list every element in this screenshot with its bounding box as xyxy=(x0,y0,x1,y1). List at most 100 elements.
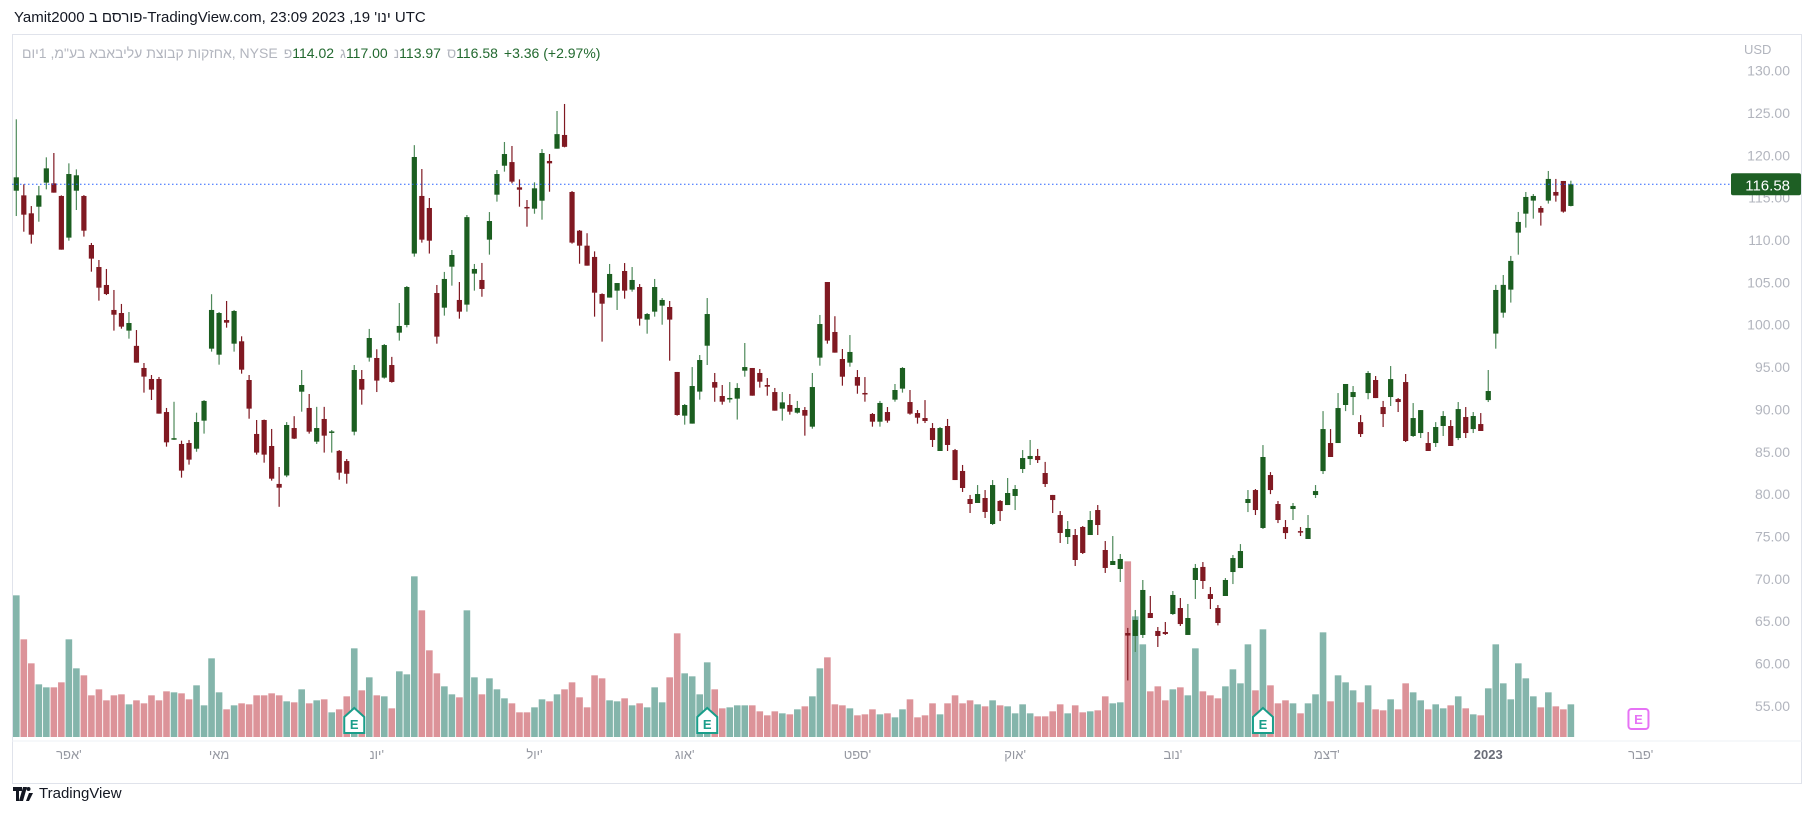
candle[interactable] xyxy=(1200,562,1206,589)
candle[interactable] xyxy=(344,459,350,484)
candle[interactable] xyxy=(1110,536,1116,565)
candle[interactable] xyxy=(396,303,402,341)
candle[interactable] xyxy=(306,393,312,434)
candle[interactable] xyxy=(967,494,973,513)
candle[interactable] xyxy=(359,370,365,405)
candle[interactable] xyxy=(21,184,27,232)
candle[interactable] xyxy=(877,400,883,427)
candle[interactable] xyxy=(944,418,951,451)
candle[interactable] xyxy=(952,448,958,481)
candle[interactable] xyxy=(1132,609,1138,652)
candle[interactable] xyxy=(974,485,981,503)
candle[interactable] xyxy=(591,251,598,317)
candle[interactable] xyxy=(1320,411,1326,475)
candle[interactable] xyxy=(501,142,508,172)
candle[interactable] xyxy=(652,278,658,317)
candle[interactable] xyxy=(1545,170,1551,204)
candle[interactable] xyxy=(546,154,553,192)
candle[interactable] xyxy=(351,365,357,436)
candle[interactable] xyxy=(126,311,132,339)
candle[interactable] xyxy=(1140,579,1146,639)
candle[interactable] xyxy=(764,378,770,396)
candle[interactable] xyxy=(1057,511,1063,543)
candle[interactable] xyxy=(374,349,380,393)
candle[interactable] xyxy=(1553,178,1559,202)
candle[interactable] xyxy=(832,316,838,353)
candle[interactable] xyxy=(1147,595,1153,619)
candle[interactable] xyxy=(336,450,342,480)
candle[interactable] xyxy=(1440,411,1446,436)
candle[interactable] xyxy=(58,195,64,250)
candle[interactable] xyxy=(261,419,267,463)
candle[interactable] xyxy=(171,401,177,440)
candle[interactable] xyxy=(772,387,778,411)
candle[interactable] xyxy=(539,149,545,220)
candle[interactable] xyxy=(81,195,87,237)
candle[interactable] xyxy=(434,284,440,344)
candle[interactable] xyxy=(73,169,79,211)
candle[interactable] xyxy=(419,169,425,243)
candle[interactable] xyxy=(13,119,19,217)
candle[interactable] xyxy=(779,392,785,421)
candle[interactable] xyxy=(141,362,147,393)
candle[interactable] xyxy=(156,376,162,414)
candle[interactable] xyxy=(471,263,478,291)
candle[interactable] xyxy=(1185,603,1191,635)
candle[interactable] xyxy=(576,230,583,264)
candle[interactable] xyxy=(178,440,185,478)
candle[interactable] xyxy=(1433,422,1439,448)
candle[interactable] xyxy=(1267,472,1274,495)
candle[interactable] xyxy=(96,259,102,301)
candle[interactable] xyxy=(899,367,906,393)
candle[interactable] xyxy=(1237,544,1244,569)
symbol-title[interactable]: אחזקות קבוצת עליבאבא בע"מ, 1יום, NYSE xyxy=(22,45,278,61)
candle[interactable] xyxy=(629,267,635,292)
candle[interactable] xyxy=(1222,578,1229,596)
candle[interactable] xyxy=(997,500,1003,522)
candle[interactable] xyxy=(329,429,335,453)
candle[interactable] xyxy=(208,294,215,352)
candle[interactable] xyxy=(1335,393,1341,444)
currency-label[interactable]: USD xyxy=(1744,42,1772,57)
candle[interactable] xyxy=(1177,598,1183,626)
candle[interactable] xyxy=(1050,494,1056,513)
candle[interactable] xyxy=(51,153,57,193)
candle[interactable] xyxy=(1005,478,1011,506)
earnings-marker[interactable]: E xyxy=(343,706,366,734)
candle[interactable] xyxy=(1380,400,1386,428)
candle[interactable] xyxy=(794,400,800,414)
candle[interactable] xyxy=(1455,402,1461,441)
candle[interactable] xyxy=(1485,370,1491,403)
candle[interactable] xyxy=(1342,383,1349,412)
candle[interactable] xyxy=(1410,403,1416,438)
candle[interactable] xyxy=(659,298,665,325)
candle[interactable] xyxy=(479,262,485,297)
candle[interactable] xyxy=(869,413,876,427)
candle[interactable] xyxy=(1365,371,1371,400)
candle[interactable] xyxy=(1538,205,1544,226)
candle[interactable] xyxy=(884,407,891,423)
candle[interactable] xyxy=(389,356,395,383)
candle[interactable] xyxy=(163,407,170,447)
candle[interactable] xyxy=(103,268,110,296)
candle[interactable] xyxy=(697,355,703,400)
candle[interactable] xyxy=(223,300,230,328)
future-earnings-marker[interactable]: E xyxy=(1627,708,1650,730)
candle[interactable] xyxy=(1478,413,1484,431)
candle[interactable] xyxy=(411,145,417,257)
candle[interactable] xyxy=(1027,439,1033,465)
candle[interactable] xyxy=(239,336,245,374)
candle[interactable] xyxy=(269,428,275,481)
candle[interactable] xyxy=(606,263,613,298)
candle[interactable] xyxy=(1072,528,1078,567)
candle[interactable] xyxy=(1297,527,1304,537)
candle[interactable] xyxy=(231,309,237,352)
candle[interactable] xyxy=(959,464,966,492)
candle[interactable] xyxy=(36,185,42,222)
candle[interactable] xyxy=(1327,429,1334,458)
candle[interactable] xyxy=(1087,511,1093,536)
candle[interactable] xyxy=(1260,445,1266,529)
candle[interactable] xyxy=(1245,490,1251,513)
candle[interactable] xyxy=(1493,284,1499,349)
